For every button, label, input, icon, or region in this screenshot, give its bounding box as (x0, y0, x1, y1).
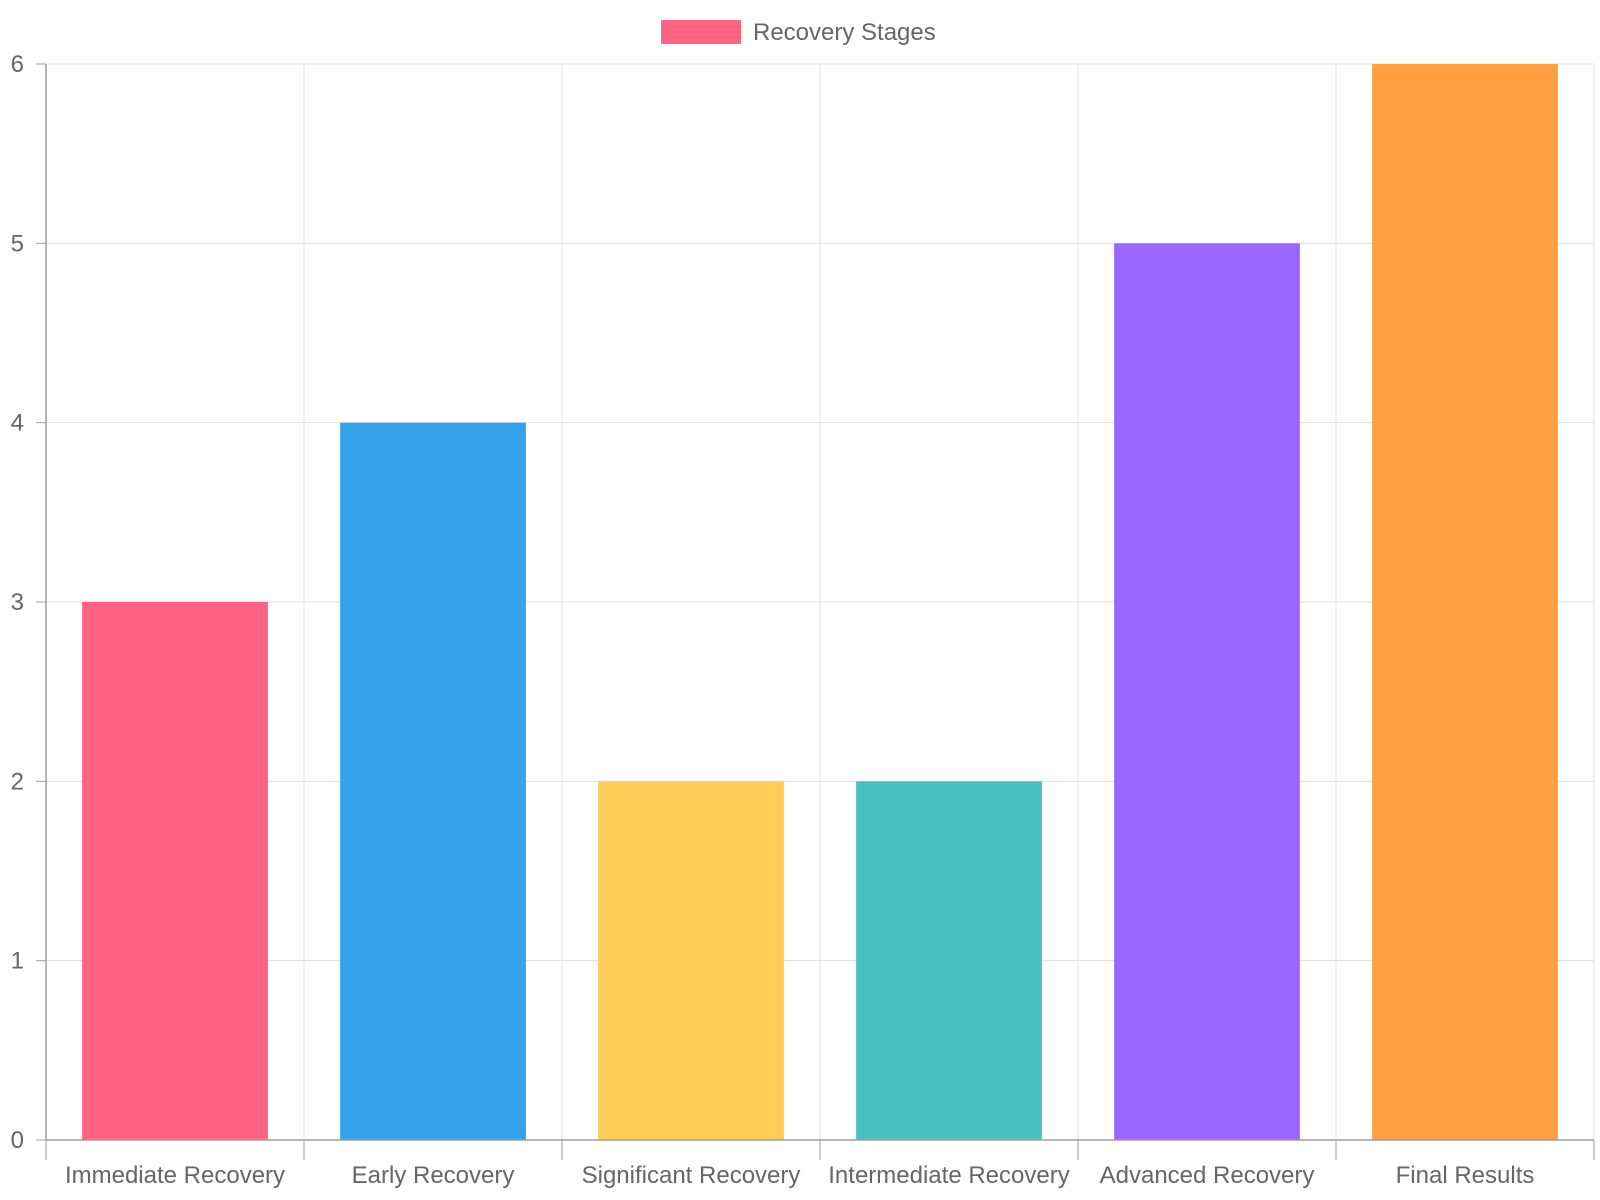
bar-early-recovery[interactable] (340, 422, 526, 1141)
legend[interactable]: Recovery Stages (661, 19, 936, 46)
x-tick-label: Intermediate Recovery (828, 1162, 1069, 1189)
bar-significant-recovery[interactable] (598, 781, 784, 1140)
bar-final-results[interactable] (1372, 64, 1558, 1140)
gridlines (46, 63, 1595, 1140)
bars (82, 64, 1558, 1141)
x-tick-label: Early Recovery (352, 1162, 515, 1189)
x-tick-label: Final Results (1396, 1162, 1535, 1189)
y-tick-label: 1 (11, 948, 24, 975)
legend-swatch (661, 20, 741, 44)
axes (36, 63, 1595, 1160)
bar-immediate-recovery[interactable] (82, 602, 268, 1140)
bar-intermediate-recovery[interactable] (856, 781, 1042, 1140)
y-tick-label: 4 (11, 410, 24, 437)
y-tick-label: 0 (11, 1127, 24, 1154)
y-tick-label: 6 (11, 51, 24, 78)
x-axis-labels: Immediate Recovery Early Recovery Signific… (65, 1162, 1534, 1189)
y-tick-label: 5 (11, 230, 24, 257)
x-tick-label: Immediate Recovery (65, 1162, 285, 1189)
y-tick-label: 3 (11, 589, 24, 616)
y-tick-label: 2 (11, 768, 24, 795)
bar-advanced-recovery[interactable] (1114, 243, 1300, 1141)
x-tick-label: Advanced Recovery (1100, 1162, 1315, 1189)
y-axis-labels: 0 1 2 3 4 5 6 (11, 51, 24, 1154)
legend-label: Recovery Stages (753, 19, 936, 46)
x-tick-label: Significant Recovery (582, 1162, 801, 1189)
